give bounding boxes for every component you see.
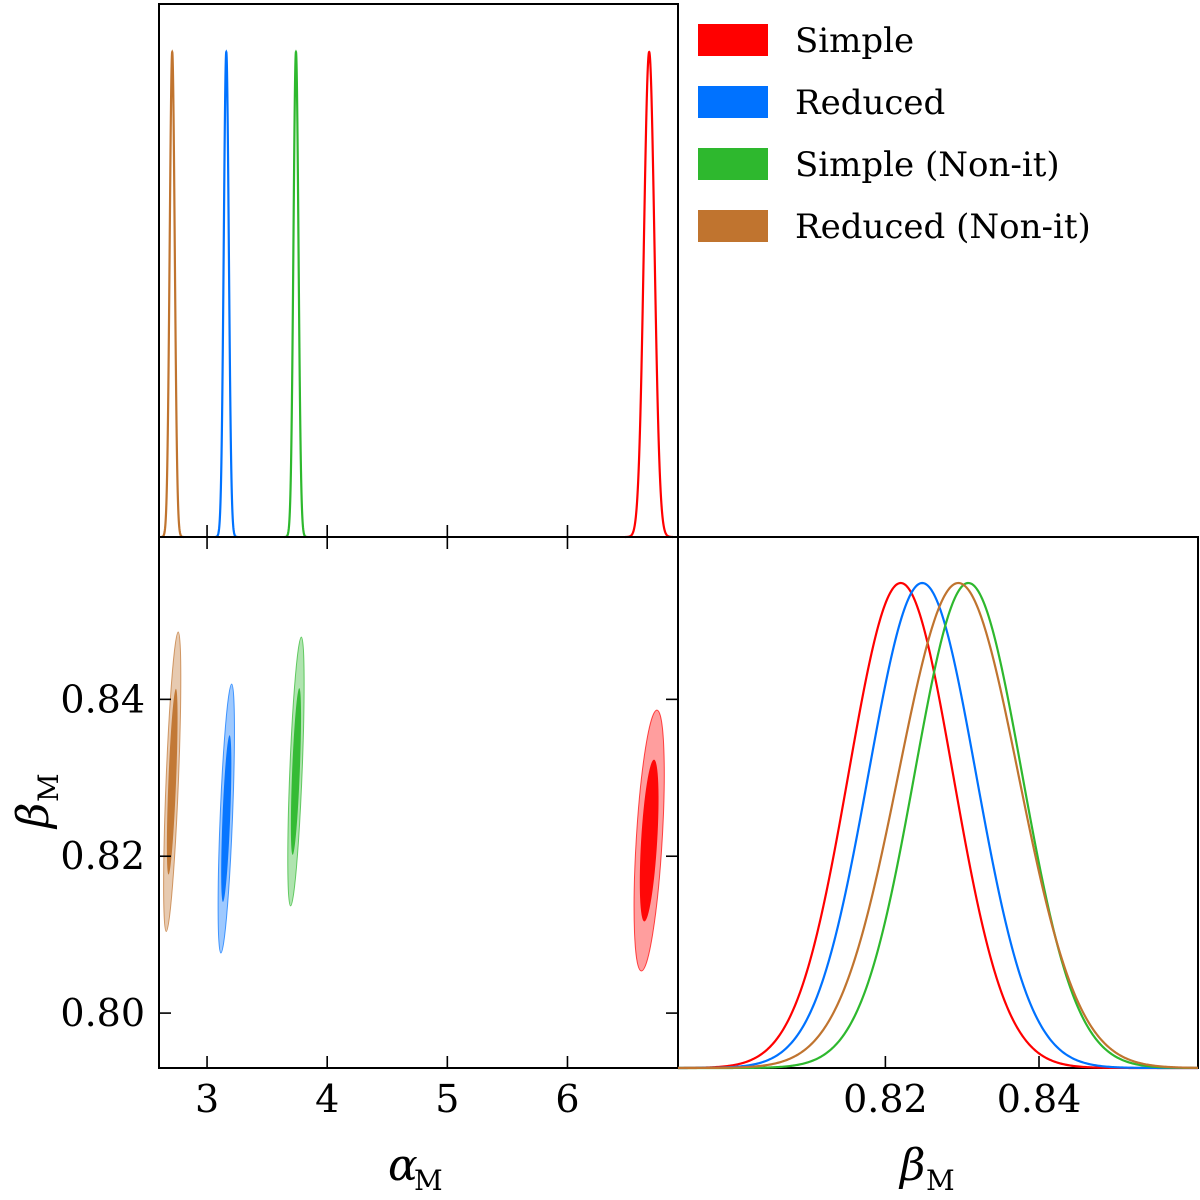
- alpha-tick-label: 3: [195, 1077, 219, 1121]
- legend-label-simple-non-it-: Simple (Non-it): [795, 145, 1060, 185]
- legend-swatch-simple: [698, 24, 768, 56]
- alpha-subscript: M: [414, 1164, 443, 1197]
- joint-panel-frame: [158, 536, 679, 1069]
- contour-68-simple: [639, 759, 659, 922]
- legend-swatch-simple-non-it-: [698, 148, 768, 180]
- alpha-symbol: α: [388, 1140, 418, 1191]
- beta-marginal-curve-reduced: [678, 581, 1198, 1070]
- beta-marginal-curve-simple-non-it-: [678, 581, 1199, 1070]
- legend-swatch-reduced: [698, 86, 768, 118]
- alpha-marginal-curve-reduced: [214, 49, 238, 539]
- legend-label-simple: Simple: [795, 21, 914, 61]
- beta-marginal-curve-reduced-non-it-: [678, 581, 1199, 1070]
- legend-label-reduced: Reduced: [795, 83, 945, 123]
- legend-label-reduced-non-it-: Reduced (Non-it): [795, 207, 1091, 247]
- beta-marginal-tick-label: 0.82: [843, 1077, 928, 1121]
- alpha-marginal-curve-simple: [625, 50, 673, 539]
- marginal-beta-frame: [677, 536, 1199, 1069]
- alpha-tick-label: 6: [555, 1077, 579, 1121]
- beta-tick-label: 0.82: [60, 834, 145, 878]
- contour-68-reduced: [221, 735, 232, 902]
- x-axis-label-beta: β M: [898, 1140, 955, 1197]
- x-axis-label-alpha: α M: [388, 1140, 443, 1197]
- marginal-alpha-frame: [158, 3, 679, 538]
- beta-tick-label: 0.84: [60, 677, 145, 721]
- beta-subscript-y: M: [32, 773, 65, 802]
- alpha-marginal-curve-simple-non-it-: [284, 49, 308, 539]
- alpha-marginal-curve-reduced-non-it-: [160, 49, 184, 539]
- joint-alpha-beta-panel: 3 4 5 6 0.80 0.82 0.84: [60, 536, 679, 1121]
- beta-tick-label: 0.80: [60, 991, 145, 1035]
- legend: Simple Reduced Simple (Non-it) Reduced (Non…: [698, 21, 1091, 247]
- beta-marginal-tick-label: 0.84: [997, 1077, 1082, 1121]
- y-axis-label-beta: β M: [8, 773, 65, 830]
- contour-68-simple-non-it-: [290, 688, 302, 855]
- contour-68-reduced-non-it-: [166, 688, 178, 875]
- alpha-tick-label: 4: [315, 1077, 339, 1121]
- alpha-tick-label: 5: [435, 1077, 459, 1121]
- marginal-beta-panel: 0.82 0.84: [677, 536, 1199, 1121]
- beta-subscript-x: M: [926, 1164, 955, 1197]
- legend-swatch-reduced-non-it-: [698, 210, 768, 242]
- beta-symbol-y: β: [8, 803, 59, 830]
- beta-symbol-x: β: [898, 1140, 925, 1191]
- marginal-alpha-panel: [158, 3, 679, 539]
